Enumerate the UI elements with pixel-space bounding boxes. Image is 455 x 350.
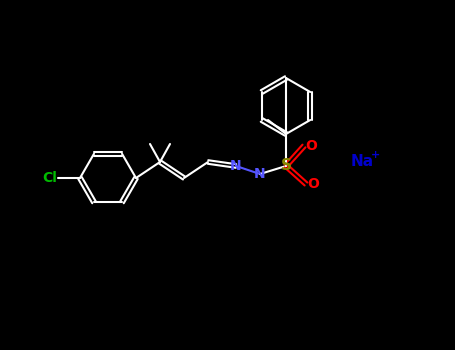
Text: N: N [254,167,266,181]
Text: Cl: Cl [42,171,57,185]
Text: O: O [307,177,319,191]
Text: S: S [280,159,292,174]
Text: O: O [305,139,317,153]
Text: Na: Na [351,154,374,168]
Text: N: N [230,159,242,173]
Text: +: + [371,150,380,160]
